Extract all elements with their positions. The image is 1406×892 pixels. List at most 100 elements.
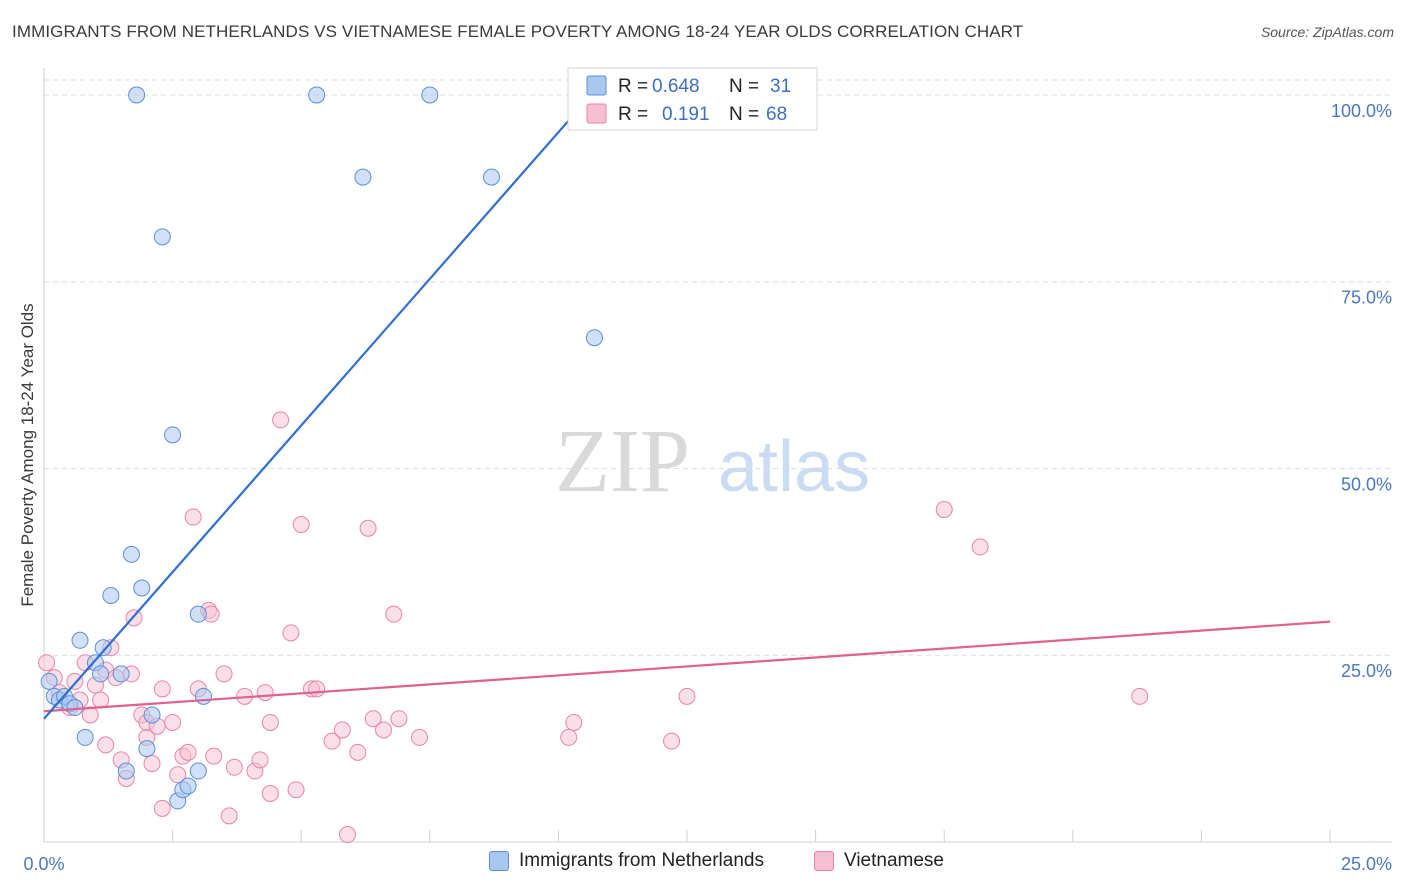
legend-n-value-vietnamese: 68 xyxy=(766,104,787,125)
y-tick-label: 75.0% xyxy=(1341,288,1392,308)
tick-labels: 25.0% 50.0% 75.0% 100.0% 0.0% 25.0% xyxy=(23,101,1392,874)
vietnamese-point xyxy=(225,758,243,776)
netherlands-swatch xyxy=(489,851,509,871)
y-axis-label: Female Poverty Among 18-24 Year Olds xyxy=(18,303,37,606)
netherlands-point xyxy=(76,728,94,746)
legend-item-netherlands[interactable]: Immigrants from Netherlands xyxy=(489,850,764,872)
vietnamese-point xyxy=(1131,687,1149,705)
x-tick-label: 0.0% xyxy=(23,854,64,874)
netherlands-point xyxy=(122,545,140,563)
legend-n-label-vietnamese: N = xyxy=(729,104,759,125)
netherlands-point xyxy=(133,579,151,597)
vietnamese-point xyxy=(97,736,115,754)
watermark: ZIP atlas xyxy=(555,412,870,511)
netherlands-point xyxy=(143,706,161,724)
watermark-zip: ZIP xyxy=(555,412,690,511)
legend-label-netherlands: Immigrants from Netherlands xyxy=(519,850,764,871)
legend-swatch-vietnamese xyxy=(586,103,607,124)
y-tick-label: 50.0% xyxy=(1341,474,1392,494)
vietnamese-point xyxy=(215,665,233,683)
netherlands-point xyxy=(164,426,182,444)
vietnamese-point xyxy=(678,687,696,705)
netherlands-point xyxy=(92,665,110,683)
legend-box xyxy=(567,67,818,131)
netherlands-point xyxy=(94,639,112,657)
netherlands-point xyxy=(189,762,207,780)
vietnamese-point xyxy=(282,624,300,642)
netherlands-point xyxy=(117,762,135,780)
vietnamese-point xyxy=(153,799,171,817)
netherlands-point xyxy=(66,699,84,717)
vietnamese-point xyxy=(251,751,269,769)
gridlines xyxy=(44,79,1392,656)
legend-item-vietnamese[interactable]: Vietnamese xyxy=(814,850,944,872)
netherlands-point xyxy=(308,86,326,104)
netherlands-point xyxy=(179,777,197,795)
legend-r-value-vietnamese: 0.191 xyxy=(662,104,710,125)
vietnamese-point xyxy=(153,680,171,698)
vietnamese-point xyxy=(971,538,989,556)
chart-title: IMMIGRANTS FROM NETHERLANDS VS VIETNAMES… xyxy=(12,22,1024,41)
vietnamese-point xyxy=(164,713,182,731)
vietnamese-point xyxy=(359,519,377,537)
vietnamese-point xyxy=(179,743,197,761)
source-label: Source: ZipAtlas.com xyxy=(1260,24,1394,40)
netherlands-point xyxy=(421,86,439,104)
vietnamese-point xyxy=(287,781,305,799)
vietnamese-point xyxy=(364,710,382,728)
vietnamese-point xyxy=(272,411,290,429)
y-tick-label: 100.0% xyxy=(1331,101,1392,121)
netherlands-point xyxy=(40,672,58,690)
netherlands-point xyxy=(189,605,207,623)
vietnamese-point xyxy=(205,747,223,765)
vietnamese-point xyxy=(333,721,351,739)
netherlands-point xyxy=(483,168,501,186)
legend-swatch-netherlands xyxy=(586,75,607,96)
trend-lines xyxy=(43,90,1331,720)
vietnamese-point xyxy=(220,807,238,825)
netherlands-point xyxy=(354,168,372,186)
netherlands-point xyxy=(194,687,212,705)
vietnamese-point xyxy=(261,784,279,802)
series-legend: Immigrants from Netherlands Vietnamese xyxy=(0,850,1406,880)
vietnamese-point xyxy=(184,508,202,526)
vietnamese-point xyxy=(565,713,583,731)
netherlands-point xyxy=(102,586,120,604)
legend-n-value-netherlands: 31 xyxy=(770,76,791,97)
vietnamese-point xyxy=(349,743,367,761)
vietnamese-point xyxy=(385,605,403,623)
vietnamese-point xyxy=(390,710,408,728)
watermark-atlas: atlas xyxy=(718,427,870,507)
vietnamese-point xyxy=(92,691,110,709)
axes xyxy=(43,68,1392,843)
vietnamese-point xyxy=(256,684,274,702)
vietnamese-trend-line xyxy=(43,620,1331,713)
legend-r-label-vietnamese: R = xyxy=(618,104,648,125)
correlation-legend: R = 0.648 N = 31 R = 0.191 N = 68 xyxy=(567,67,818,131)
netherlands-point xyxy=(71,631,89,649)
vietnamese-point xyxy=(261,713,279,731)
netherlands-point xyxy=(112,665,130,683)
netherlands-point xyxy=(138,740,156,758)
legend-n-label-netherlands: N = xyxy=(729,76,759,97)
vietnamese-point xyxy=(308,680,326,698)
vietnamese-point xyxy=(169,766,187,784)
vietnamese-swatch xyxy=(814,851,834,871)
vietnamese-point xyxy=(38,654,56,672)
netherlands-trend-line xyxy=(43,90,596,720)
netherlands-point xyxy=(585,329,603,347)
vietnamese-point xyxy=(663,732,681,750)
vietnamese-point xyxy=(292,516,310,533)
netherlands-point xyxy=(153,228,171,246)
vietnamese-point xyxy=(143,755,161,773)
legend-r-label-netherlands: R = xyxy=(618,76,648,97)
netherlands-points xyxy=(40,86,603,810)
legend-r-value-netherlands: 0.648 xyxy=(652,76,700,97)
netherlands-point xyxy=(128,86,146,104)
vietnamese-point xyxy=(560,728,578,746)
vietnamese-point xyxy=(323,732,341,750)
vietnamese-point xyxy=(935,501,953,519)
vietnamese-point xyxy=(338,826,356,844)
y-tick-label: 25.0% xyxy=(1341,661,1392,681)
